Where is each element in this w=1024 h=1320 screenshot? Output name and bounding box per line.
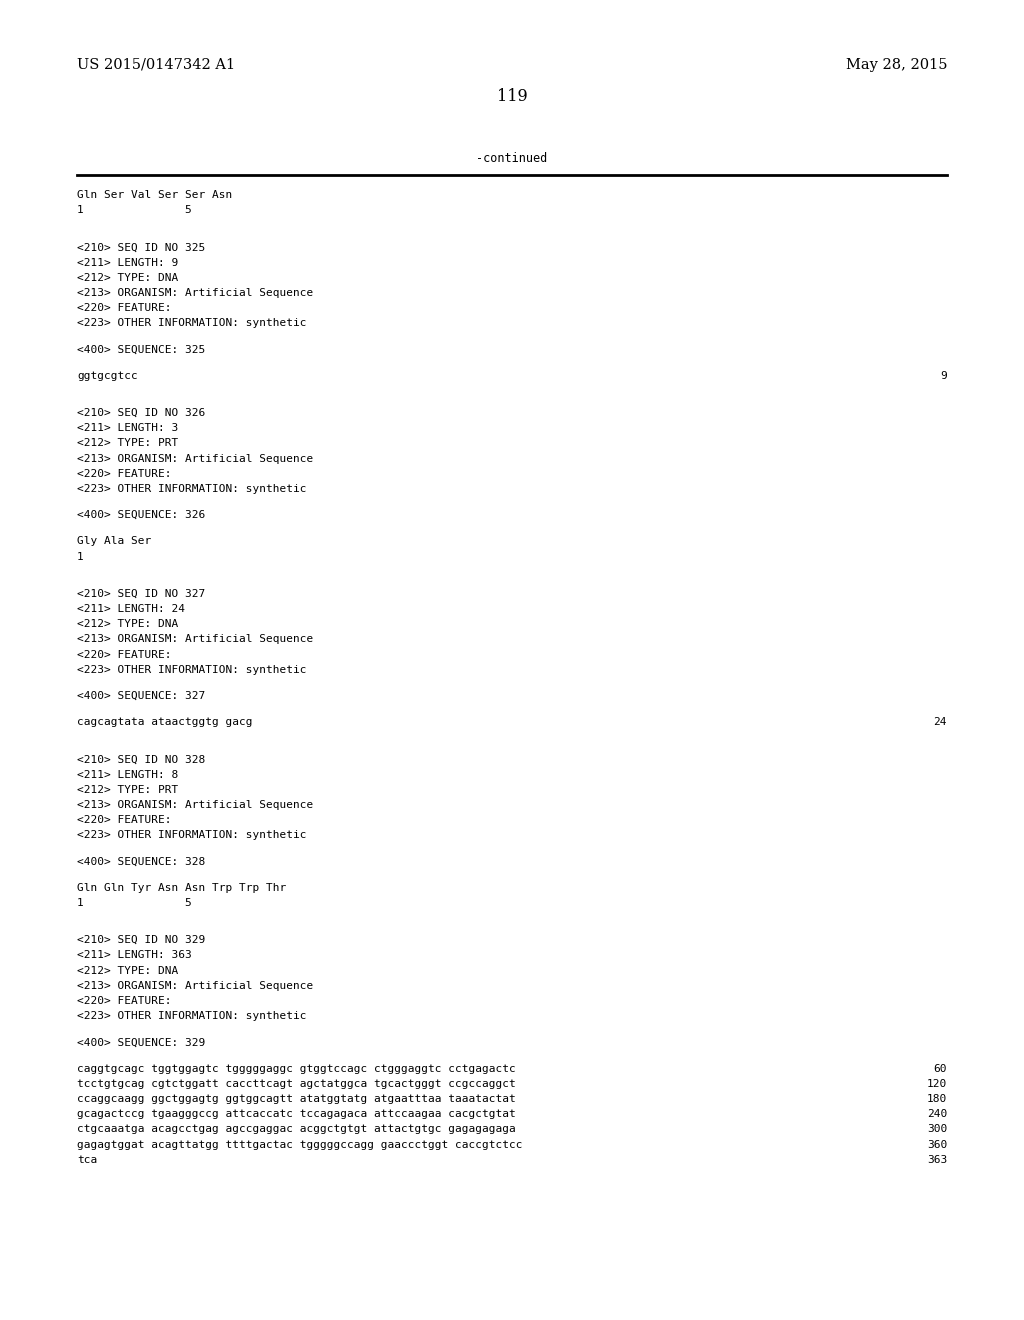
Text: tca: tca xyxy=(77,1155,97,1164)
Text: <220> FEATURE:: <220> FEATURE: xyxy=(77,649,171,660)
Text: <210> SEQ ID NO 329: <210> SEQ ID NO 329 xyxy=(77,935,205,945)
Text: US 2015/0147342 A1: US 2015/0147342 A1 xyxy=(77,58,236,73)
Text: <211> LENGTH: 3: <211> LENGTH: 3 xyxy=(77,424,178,433)
Text: 120: 120 xyxy=(927,1078,947,1089)
Text: cagcagtata ataactggtg gacg: cagcagtata ataactggtg gacg xyxy=(77,717,253,727)
Text: 1: 1 xyxy=(77,552,84,561)
Text: <212> TYPE: DNA: <212> TYPE: DNA xyxy=(77,966,178,975)
Text: <400> SEQUENCE: 326: <400> SEQUENCE: 326 xyxy=(77,511,205,520)
Text: 1               5: 1 5 xyxy=(77,205,191,215)
Text: 60: 60 xyxy=(934,1064,947,1073)
Text: <213> ORGANISM: Artificial Sequence: <213> ORGANISM: Artificial Sequence xyxy=(77,981,313,991)
Text: 180: 180 xyxy=(927,1094,947,1104)
Text: <223> OTHER INFORMATION: synthetic: <223> OTHER INFORMATION: synthetic xyxy=(77,665,306,675)
Text: 300: 300 xyxy=(927,1125,947,1134)
Text: <223> OTHER INFORMATION: synthetic: <223> OTHER INFORMATION: synthetic xyxy=(77,1011,306,1022)
Text: 9: 9 xyxy=(940,371,947,380)
Text: ccaggcaagg ggctggagtg ggtggcagtt atatggtatg atgaatttaa taaatactat: ccaggcaagg ggctggagtg ggtggcagtt atatggt… xyxy=(77,1094,516,1104)
Text: <220> FEATURE:: <220> FEATURE: xyxy=(77,997,171,1006)
Text: 24: 24 xyxy=(934,717,947,727)
Text: Gln Ser Val Ser Ser Asn: Gln Ser Val Ser Ser Asn xyxy=(77,190,232,201)
Text: <223> OTHER INFORMATION: synthetic: <223> OTHER INFORMATION: synthetic xyxy=(77,318,306,329)
Text: <213> ORGANISM: Artificial Sequence: <213> ORGANISM: Artificial Sequence xyxy=(77,288,313,298)
Text: <400> SEQUENCE: 327: <400> SEQUENCE: 327 xyxy=(77,690,205,701)
Text: 119: 119 xyxy=(497,88,527,106)
Text: 360: 360 xyxy=(927,1139,947,1150)
Text: Gln Gln Tyr Asn Asn Trp Trp Thr: Gln Gln Tyr Asn Asn Trp Trp Thr xyxy=(77,883,287,892)
Text: gcagactccg tgaagggccg attcaccatc tccagagaca attccaagaa cacgctgtat: gcagactccg tgaagggccg attcaccatc tccagag… xyxy=(77,1109,516,1119)
Text: <212> TYPE: PRT: <212> TYPE: PRT xyxy=(77,438,178,449)
Text: <400> SEQUENCE: 329: <400> SEQUENCE: 329 xyxy=(77,1038,205,1047)
Text: <210> SEQ ID NO 327: <210> SEQ ID NO 327 xyxy=(77,589,205,599)
Text: gagagtggat acagttatgg ttttgactac tgggggccagg gaaccctggt caccgtctcc: gagagtggat acagttatgg ttttgactac tgggggc… xyxy=(77,1139,522,1150)
Text: <211> LENGTH: 24: <211> LENGTH: 24 xyxy=(77,605,185,614)
Text: <213> ORGANISM: Artificial Sequence: <213> ORGANISM: Artificial Sequence xyxy=(77,454,313,463)
Text: <213> ORGANISM: Artificial Sequence: <213> ORGANISM: Artificial Sequence xyxy=(77,635,313,644)
Text: Gly Ala Ser: Gly Ala Ser xyxy=(77,536,152,546)
Text: <220> FEATURE:: <220> FEATURE: xyxy=(77,469,171,479)
Text: <220> FEATURE:: <220> FEATURE: xyxy=(77,816,171,825)
Text: <211> LENGTH: 363: <211> LENGTH: 363 xyxy=(77,950,191,961)
Text: <212> TYPE: DNA: <212> TYPE: DNA xyxy=(77,619,178,630)
Text: ctgcaaatga acagcctgag agccgaggac acggctgtgt attactgtgc gagagagaga: ctgcaaatga acagcctgag agccgaggac acggctg… xyxy=(77,1125,516,1134)
Text: <400> SEQUENCE: 328: <400> SEQUENCE: 328 xyxy=(77,857,205,867)
Text: <211> LENGTH: 8: <211> LENGTH: 8 xyxy=(77,770,178,780)
Text: <213> ORGANISM: Artificial Sequence: <213> ORGANISM: Artificial Sequence xyxy=(77,800,313,810)
Text: <210> SEQ ID NO 325: <210> SEQ ID NO 325 xyxy=(77,243,205,252)
Text: <400> SEQUENCE: 325: <400> SEQUENCE: 325 xyxy=(77,345,205,355)
Text: <212> TYPE: PRT: <212> TYPE: PRT xyxy=(77,785,178,795)
Text: tcctgtgcag cgtctggatt caccttcagt agctatggca tgcactgggt ccgccaggct: tcctgtgcag cgtctggatt caccttcagt agctatg… xyxy=(77,1078,516,1089)
Text: ggtgcgtcc: ggtgcgtcc xyxy=(77,371,138,380)
Text: <212> TYPE: DNA: <212> TYPE: DNA xyxy=(77,273,178,282)
Text: <210> SEQ ID NO 326: <210> SEQ ID NO 326 xyxy=(77,408,205,418)
Text: -continued: -continued xyxy=(476,152,548,165)
Text: <223> OTHER INFORMATION: synthetic: <223> OTHER INFORMATION: synthetic xyxy=(77,484,306,494)
Text: 363: 363 xyxy=(927,1155,947,1164)
Text: caggtgcagc tggtggagtc tgggggaggc gtggtccagc ctgggaggtc cctgagactc: caggtgcagc tggtggagtc tgggggaggc gtggtcc… xyxy=(77,1064,516,1073)
Text: <210> SEQ ID NO 328: <210> SEQ ID NO 328 xyxy=(77,755,205,764)
Text: <220> FEATURE:: <220> FEATURE: xyxy=(77,304,171,313)
Text: 1               5: 1 5 xyxy=(77,898,191,908)
Text: 240: 240 xyxy=(927,1109,947,1119)
Text: May 28, 2015: May 28, 2015 xyxy=(846,58,947,73)
Text: <211> LENGTH: 9: <211> LENGTH: 9 xyxy=(77,257,178,268)
Text: <223> OTHER INFORMATION: synthetic: <223> OTHER INFORMATION: synthetic xyxy=(77,830,306,841)
